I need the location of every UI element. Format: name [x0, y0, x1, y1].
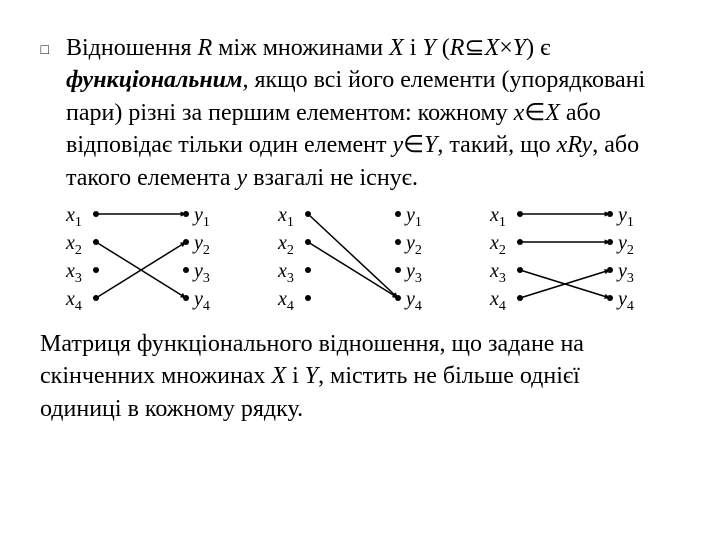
xRy-R: R — [567, 132, 581, 158]
sym-X2: X — [545, 100, 560, 126]
subset-sym: ⊆ — [464, 35, 484, 61]
diagrams-row: x1y1x2y2x3y3x4y4 x1y1x2y2x3y3x4y4 x1y1x2y2… — [40, 202, 664, 322]
edge-arrowhead — [605, 211, 610, 216]
t: і — [404, 35, 423, 61]
edge-line — [308, 214, 398, 298]
sym-y: y — [392, 132, 403, 158]
rel-X: X — [485, 35, 500, 61]
elem-sym: ∈ — [403, 132, 424, 158]
xRy-y: y — [582, 132, 593, 158]
t: ) є — [526, 35, 550, 61]
rel-Y: Y — [513, 35, 526, 61]
sym-x: x — [514, 100, 525, 126]
edge-line — [308, 242, 398, 298]
t: взагалі не існує. — [247, 165, 418, 191]
t: , такий, що — [437, 132, 556, 158]
times-sym: × — [499, 35, 513, 61]
edge-arrowhead — [605, 239, 610, 244]
t: ( — [436, 35, 450, 61]
definition-paragraph: Відношення R між множинами X і Y (R⊆X×Y)… — [66, 32, 664, 194]
t: між множинами — [212, 35, 389, 61]
bsym-Y: Y — [305, 363, 318, 389]
matrix-paragraph: Матриця функціонального відношення, що з… — [40, 328, 664, 425]
bsym-X: X — [271, 363, 286, 389]
bt: і — [286, 363, 305, 389]
diagram-3: x1y1x2y2x3y3x4y4 — [490, 202, 660, 322]
arrows-layer — [490, 202, 660, 322]
diagram-1: x1y1x2y2x3y3x4y4 — [66, 202, 236, 322]
xRy-x: x — [557, 132, 568, 158]
sym-Y2: Y — [424, 132, 437, 158]
functional-word: функціональним — [66, 67, 242, 93]
arrows-layer — [278, 202, 448, 322]
bullet-glyph: 🞎 — [40, 42, 60, 58]
t: Відношення — [66, 35, 198, 61]
sym-R: R — [198, 35, 213, 61]
sym-Y: Y — [422, 35, 435, 61]
edge-arrowhead — [181, 211, 186, 216]
diagram-2: x1y1x2y2x3y3x4y4 — [278, 202, 448, 322]
arrows-layer — [66, 202, 236, 322]
sym-y2: y — [237, 165, 248, 191]
rel-R: R — [450, 35, 465, 61]
elem-sym: ∈ — [524, 100, 545, 126]
sym-X: X — [389, 35, 404, 61]
